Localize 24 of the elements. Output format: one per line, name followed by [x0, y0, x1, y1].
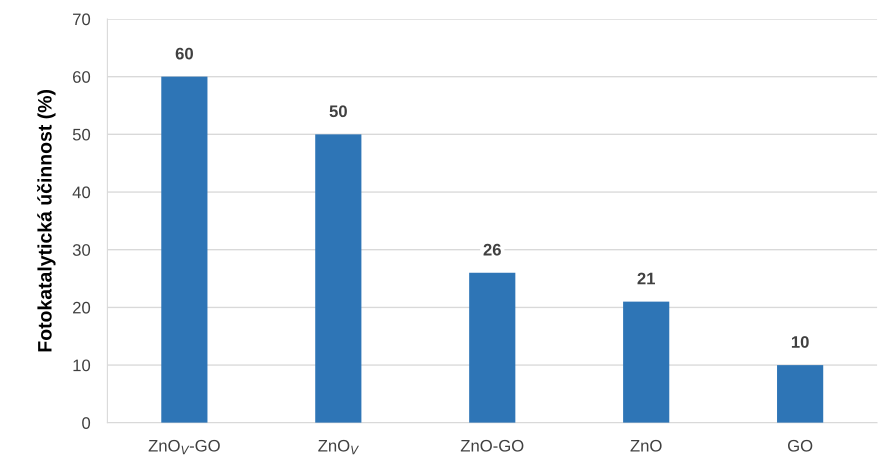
bar: [623, 302, 670, 423]
y-tick-label: 50: [72, 128, 90, 141]
x-tick-label: ZnO-GO: [460, 440, 524, 452]
y-tick-label: 40: [72, 186, 90, 198]
y-tick-label: 0: [82, 417, 90, 429]
bar: [469, 272, 516, 423]
y-tick-label: 30: [72, 244, 90, 256]
x-tick-label: ZnO: [630, 440, 662, 452]
bar: [315, 134, 362, 423]
data-label: 21: [638, 272, 655, 284]
bar: [161, 76, 208, 423]
data-label: 10: [792, 336, 809, 348]
x-tick-label: ZnO$_{V}$: [318, 440, 359, 454]
bar: [777, 365, 824, 423]
data-label: 26: [484, 244, 501, 256]
y-tick-label: 60: [73, 71, 90, 83]
data-label: 60: [176, 48, 193, 60]
y-axis-title: Fotokatalytická účinnost (%): [36, 90, 56, 352]
y-tick-label: 10: [73, 359, 90, 372]
x-tick-label: ZnO$_{V}$-GO: [148, 440, 220, 454]
data-label: 50: [330, 105, 347, 118]
y-tick-label: 70: [73, 13, 90, 26]
y-tick-label: 20: [73, 302, 90, 314]
x-tick-label: GO: [788, 440, 812, 452]
